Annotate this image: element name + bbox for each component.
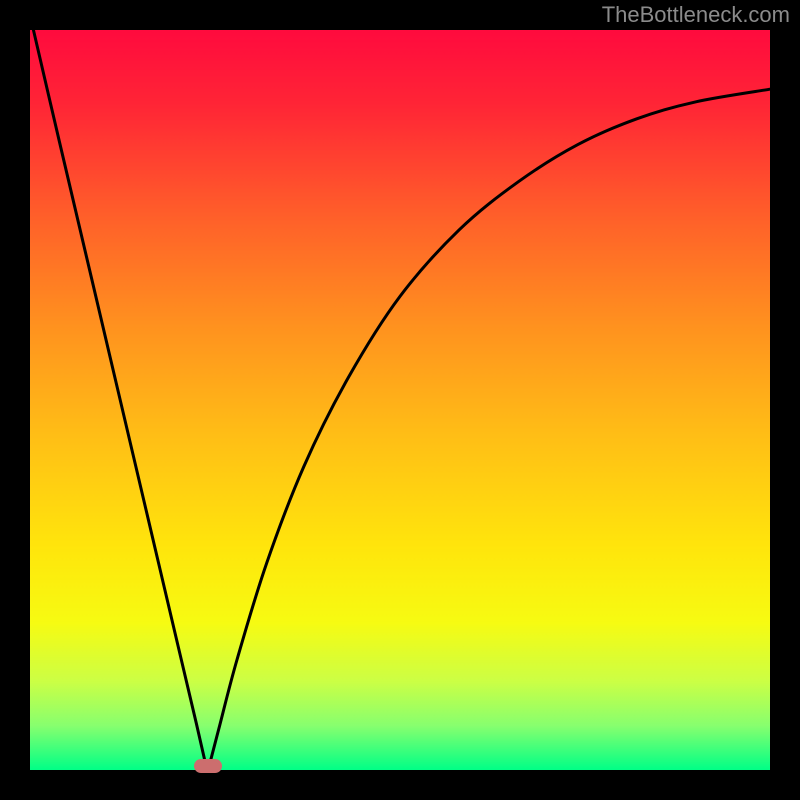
- chart-container: TheBottleneck.com: [0, 0, 800, 800]
- minimum-marker: [194, 759, 222, 773]
- bottleneck-curve: [30, 30, 770, 770]
- curve-path: [30, 15, 770, 771]
- watermark-text: TheBottleneck.com: [602, 2, 790, 28]
